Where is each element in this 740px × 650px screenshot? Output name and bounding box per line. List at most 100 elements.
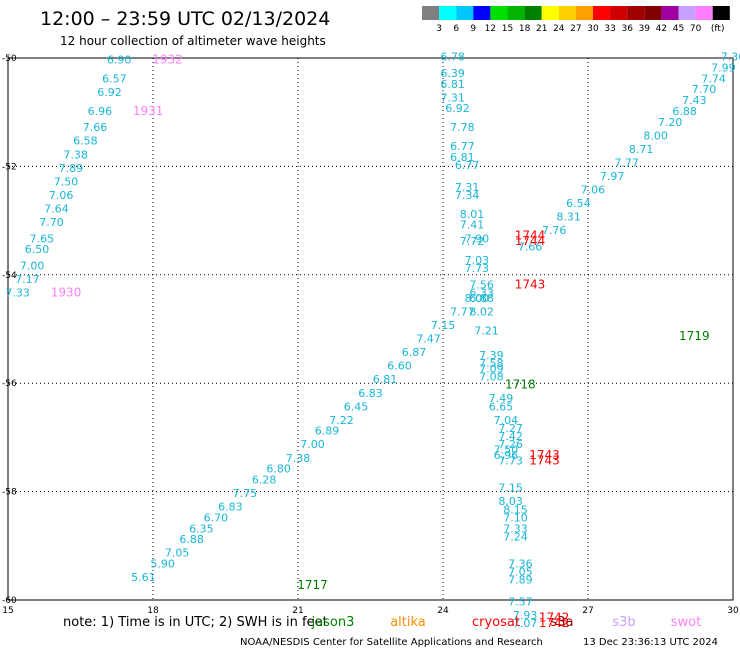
plot-area: 15 18 21 24 27 30-50-52-54-56-58-606.906.576.…	[2, 51, 740, 630]
swh-value-label: 7.90	[465, 232, 490, 245]
pass-time-label: 1744	[515, 234, 546, 248]
pass-time-label: 1743	[529, 454, 560, 468]
swh-value-label: 7.26	[498, 438, 523, 451]
swh-value-label: 7.58	[479, 357, 504, 370]
footer-note: note: 1) Time is in UTC; 2) SWH is in fe…	[63, 615, 328, 630]
swh-value-label: 6.92	[97, 86, 122, 99]
legend-tick-label: 39	[639, 24, 651, 34]
swh-value-label: 7.07	[513, 617, 538, 630]
swh-value-label: 7.73	[498, 455, 523, 468]
swh-value-label: 7.42	[498, 430, 523, 443]
pass-time-label: 1717	[297, 578, 328, 592]
swh-value-label: 8.02	[469, 305, 494, 318]
swh-value-label: 7.99	[711, 62, 736, 75]
swh-value-label: 6.80	[266, 463, 291, 476]
swh-value-label: 7.24	[503, 530, 528, 543]
pass-time-label: 1742	[539, 616, 570, 630]
page-subtitle: 12 hour collection of altimeter wave hei…	[60, 34, 326, 48]
satellite-label-cryosat: cryosat	[472, 615, 520, 630]
swh-value-label: 8.31	[556, 211, 581, 224]
swh-value-label: 7.31	[440, 91, 465, 104]
swh-value-label: 7.36	[508, 557, 533, 570]
swh-value-label: 7.20	[658, 116, 683, 129]
y-tick-label: -58	[2, 488, 17, 498]
swh-value-label: 6.89	[315, 425, 340, 438]
swh-value-label: 7.78	[450, 121, 475, 134]
swh-value-label: 7.43	[682, 94, 707, 107]
legend-tick-label: 27	[570, 24, 581, 34]
pass-time-label: 1932	[152, 52, 183, 66]
swh-value-label: 6.88	[469, 292, 494, 305]
satellite-label-jason3: jason3	[311, 615, 355, 630]
legend-tick-label: 30	[587, 24, 599, 34]
page-title: 12:00 – 23:59 UTC 02/13/2024	[40, 8, 330, 30]
swh-value-label: 7.05	[165, 547, 190, 560]
swh-value-label: 7.77	[450, 305, 475, 318]
swh-value-label: 8.00	[643, 129, 668, 142]
swh-value-label: 8.15	[503, 503, 528, 516]
swh-value-label: 6.45	[344, 400, 369, 413]
legend-swatch	[456, 6, 474, 20]
legend-tick-label: 6	[453, 24, 459, 34]
legend-tick-label: 24	[553, 24, 565, 34]
legend-swatch	[422, 6, 440, 20]
pass-time-label: 1719	[679, 329, 710, 343]
swh-value-label: 7.50	[494, 444, 519, 457]
y-tick-label: -50	[2, 54, 17, 64]
swh-value-label: 7.97	[600, 170, 625, 183]
swh-value-label: 7.21	[474, 324, 499, 337]
legend-tick-label: 45	[673, 24, 684, 34]
swh-value-label: 7.15	[498, 482, 523, 495]
y-tick-label: -60	[2, 596, 17, 606]
swh-value-label: 6.54	[566, 197, 591, 210]
satellite-label-s3a: s3a	[550, 615, 573, 630]
legend-swatch	[490, 6, 508, 20]
swh-value-label: 7.27	[498, 422, 523, 435]
x-tick-label: 18	[147, 606, 159, 616]
swh-value-label: 7.49	[489, 392, 514, 405]
legend-swatch	[610, 6, 628, 20]
x-tick-label: 24	[437, 606, 449, 616]
swh-value-label: 7.76	[542, 224, 567, 237]
swh-value-label: 6.83	[218, 501, 243, 514]
swh-value-label: 7.34	[455, 189, 480, 202]
swh-value-label: 7.65	[30, 232, 55, 245]
swh-value-label: 6.33	[469, 286, 494, 299]
legend-swatch	[644, 6, 662, 20]
swh-value-label: 6.88	[672, 105, 697, 118]
swh-value-label: 6.88	[179, 533, 204, 546]
legend-tick-label: 12	[485, 24, 496, 34]
legend-tick-label: 42	[656, 24, 667, 34]
swh-value-label: 7.89	[508, 574, 533, 587]
swh-value-label: 8.01	[460, 208, 485, 221]
swh-value-label: 7.31	[455, 181, 480, 194]
swh-value-label: 6.78	[440, 51, 465, 64]
swh-value-label: 7.47	[416, 333, 441, 346]
legend-swatch	[473, 6, 491, 20]
swh-value-label: 6.90	[107, 53, 132, 66]
swh-value-label: 7.15	[431, 319, 456, 332]
swh-value-label: 7.38	[63, 148, 88, 161]
plot-frame	[7, 57, 734, 601]
swh-value-label: 7.36	[721, 51, 740, 64]
legend-swatch	[507, 6, 525, 20]
legend-swatch	[558, 6, 576, 20]
swh-value-label: 7.08	[479, 370, 504, 383]
satellite-legend: jason3 altika cryosat s3a s3b swot	[311, 615, 702, 630]
pass-time-label: 1743	[529, 448, 560, 462]
swh-value-label: 7.09	[479, 362, 504, 375]
swh-value-label: 7.73	[465, 262, 490, 275]
legend-swatch	[695, 6, 713, 20]
legend-tick-label: 70	[690, 24, 702, 34]
swh-value-label: 7.38	[286, 452, 311, 465]
legend-swatch	[593, 6, 611, 20]
swh-value-label: 6.81	[440, 78, 465, 91]
legend-swatch	[678, 6, 696, 20]
legend-tick-label: 21	[536, 24, 547, 34]
swh-value-label: 7.00	[20, 259, 45, 272]
swh-value-label: 8.71	[629, 143, 654, 156]
swh-value-label: 7.70	[692, 83, 717, 96]
swh-value-label: 7.41	[460, 219, 485, 232]
swh-value-label: 7.50	[54, 175, 79, 188]
swh-value-label: 7.64	[44, 202, 69, 215]
